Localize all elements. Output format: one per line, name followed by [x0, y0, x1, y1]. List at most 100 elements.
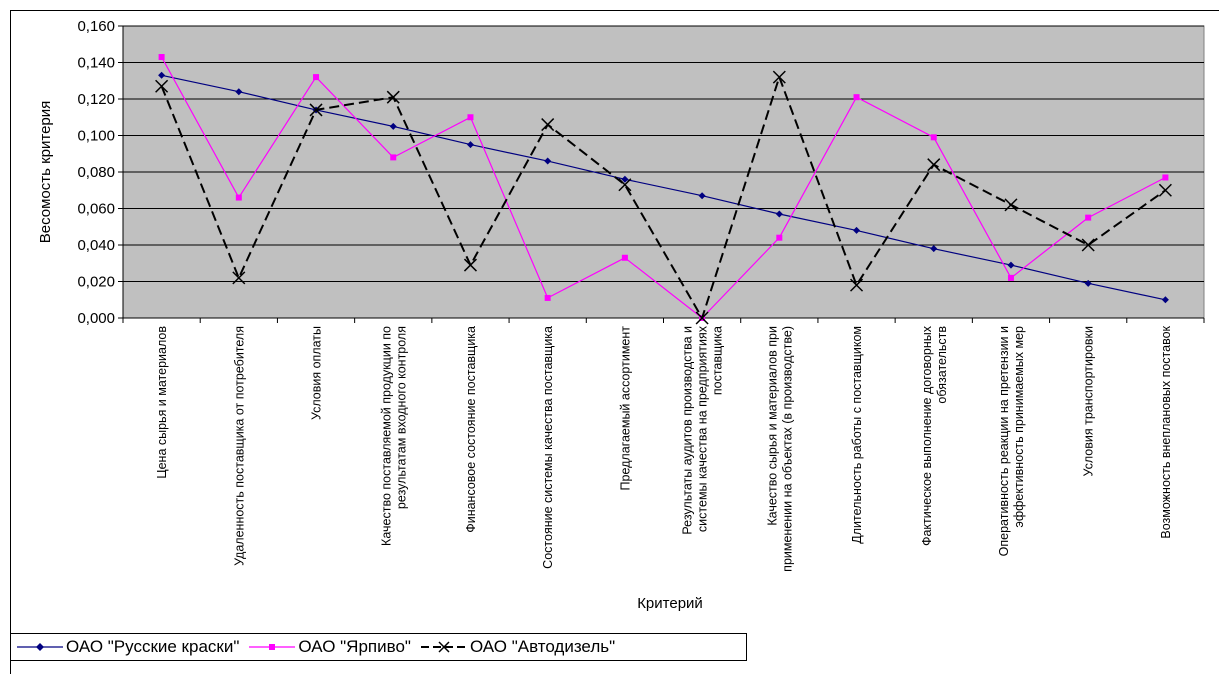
- data-point-x: [927, 158, 941, 172]
- legend-swatch-x: [420, 641, 467, 653]
- x-tick-label: Качество поставляемой продукции порезуль…: [379, 326, 408, 546]
- data-point-square: [235, 194, 242, 201]
- data-point-square: [467, 114, 474, 121]
- series-line-3: [160, 76, 1166, 319]
- y-axis-label: Весомость критерия: [37, 101, 54, 244]
- legend-item-yarpivo: ОАО "Ярпиво": [249, 637, 415, 657]
- data-point-x: [541, 118, 555, 132]
- x-tick-label-line: применении на объектах (в производстве): [780, 326, 794, 572]
- x-tick-label: Финансовое состояние поставщика: [464, 326, 478, 533]
- x-tick-label: Фактическое выполнение договорныхобязате…: [920, 325, 949, 546]
- x-tick-label-line: Качество поставляемой продукции по: [379, 326, 393, 546]
- data-point-diamond: [389, 122, 397, 130]
- data-point-diamond: [1007, 261, 1015, 269]
- data-point-x: [695, 311, 709, 325]
- y-tick-label: 0,140: [77, 55, 115, 72]
- legend-swatch-diamond: [17, 643, 63, 651]
- x-tick-label-line: поставщика: [711, 326, 725, 395]
- series-line-1: [161, 74, 1166, 301]
- data-point-diamond: [466, 141, 474, 149]
- data-point-x: [850, 278, 864, 292]
- data-point-x: [232, 271, 246, 285]
- x-tick-label: Состояние системы качества поставщика: [541, 326, 555, 569]
- x-tick-label: Результаты аудитов производства исистемы…: [681, 325, 725, 534]
- x-tick-label-line: Фактическое выполнение договорных: [920, 325, 934, 546]
- x-tick-label-line: Условия оплаты: [310, 326, 324, 420]
- legend: ОАО "Русские краски" ОАО "Ярпиво" ОАО "А…: [10, 633, 747, 661]
- x-tick-label-line: Результаты аудитов производства и: [681, 326, 695, 535]
- data-point-x: [155, 79, 169, 93]
- legend-item-avtodizel: ОАО "Автодизель": [420, 637, 619, 657]
- x-tick-label: Условия транспортировки: [1082, 326, 1096, 477]
- data-point-x: [1004, 198, 1018, 212]
- x-tick-label-line: системы качества на предприятиях: [696, 325, 710, 532]
- data-point-diamond: [621, 175, 629, 183]
- series-line-2: [161, 56, 1166, 319]
- data-point-diamond: [1161, 296, 1169, 304]
- data-point-square: [158, 54, 165, 61]
- x-tick-label-line: Качество сырья и материалов при: [765, 326, 779, 526]
- x-tick-label-line: Условия транспортировки: [1082, 326, 1096, 477]
- y-tick-label: 0,100: [77, 128, 115, 145]
- y-tick-label: 0,120: [77, 91, 115, 108]
- x-tick-label: Качество сырья и материалов приприменени…: [765, 326, 794, 572]
- data-point-diamond: [930, 245, 938, 253]
- y-tick-label: 0,020: [77, 274, 115, 291]
- data-point-diamond: [853, 226, 861, 234]
- data-point-square: [776, 234, 783, 241]
- y-tick-label: 0,160: [77, 18, 115, 35]
- data-point-x: [772, 70, 786, 84]
- data-point-diamond: [158, 71, 166, 79]
- y-tick-label: 0,080: [77, 164, 115, 181]
- x-tick-label: Предлагаемый ассортимент: [618, 326, 632, 491]
- x-tick-label-line: Состояние системы качества поставщика: [541, 326, 555, 569]
- x-axis-ticks: Цена сырья и материалов Удаленность поста…: [122, 317, 1205, 572]
- y-tick-label: 0,000: [77, 310, 115, 327]
- data-point-diamond: [775, 210, 783, 218]
- data-point-square: [390, 154, 397, 161]
- data-point-square: [1085, 214, 1092, 221]
- x-tick-label-line: Удаленность поставщика от потребителя: [232, 326, 246, 566]
- y-axis-ticks: 0,000 0,020 0,040 0,060 0,080 0,100 0,120 0,140…: [77, 18, 124, 327]
- x-tick-label: Удаленность поставщика от потребителя: [232, 326, 246, 566]
- data-point-square: [621, 254, 628, 261]
- x-tick-label-line: эффективность принимаемых мер: [1012, 326, 1026, 528]
- x-tick-label-line: обязательств: [935, 326, 949, 404]
- legend-label: ОАО "Автодизель": [469, 637, 616, 656]
- data-point-x: [1158, 183, 1172, 197]
- x-tick-label: Возможность внеплановых поставок: [1159, 325, 1173, 538]
- data-point-diamond: [544, 157, 552, 165]
- data-point-x: [463, 258, 477, 272]
- x-tick-label-line: Оперативность реакции на претензии и: [997, 326, 1011, 556]
- x-tick-label-line: Длительность работы с поставщиком: [850, 326, 864, 544]
- y-tick-label: 0,060: [77, 201, 115, 218]
- legend-item-russkie-kraski: ОАО "Русские краски": [17, 637, 243, 657]
- data-point-square: [1007, 274, 1014, 281]
- x-tick-label: Цена сырья и материалов: [155, 326, 169, 479]
- x-tick-label: Условия оплаты: [310, 326, 324, 420]
- x-axis-label: Критерий: [637, 595, 703, 612]
- x-tick-label-line: Предлагаемый ассортимент: [618, 326, 632, 491]
- x-tick-label-line: Финансовое состояние поставщика: [464, 326, 478, 533]
- legend-label: ОАО "Русские краски": [66, 637, 240, 656]
- y-tick-label: 0,040: [77, 237, 115, 254]
- x-tick-label-line: Цена сырья и материалов: [155, 326, 169, 479]
- x-tick-label-line: Возможность внеплановых поставок: [1159, 325, 1173, 538]
- data-point-square: [1162, 174, 1169, 181]
- data-point-diamond: [698, 192, 706, 200]
- data-point-x: [618, 178, 632, 192]
- legend-label: ОАО "Ярпиво": [298, 637, 411, 656]
- data-point-diamond: [235, 88, 243, 96]
- data-point-x: [309, 103, 323, 117]
- series-lines: [155, 54, 1172, 325]
- x-tick-label: Длительность работы с поставщиком: [850, 326, 864, 544]
- legend-swatch-square: [249, 644, 296, 650]
- data-point-x: [1081, 238, 1095, 252]
- data-point-square: [853, 94, 860, 101]
- data-point-square: [313, 74, 320, 81]
- x-tick-label-line: результатам входного контроля: [394, 326, 408, 509]
- data-point-diamond: [1084, 279, 1092, 287]
- data-point-square: [930, 134, 937, 141]
- x-tick-label: Оперативность реакции на претензии иэффе…: [997, 326, 1026, 556]
